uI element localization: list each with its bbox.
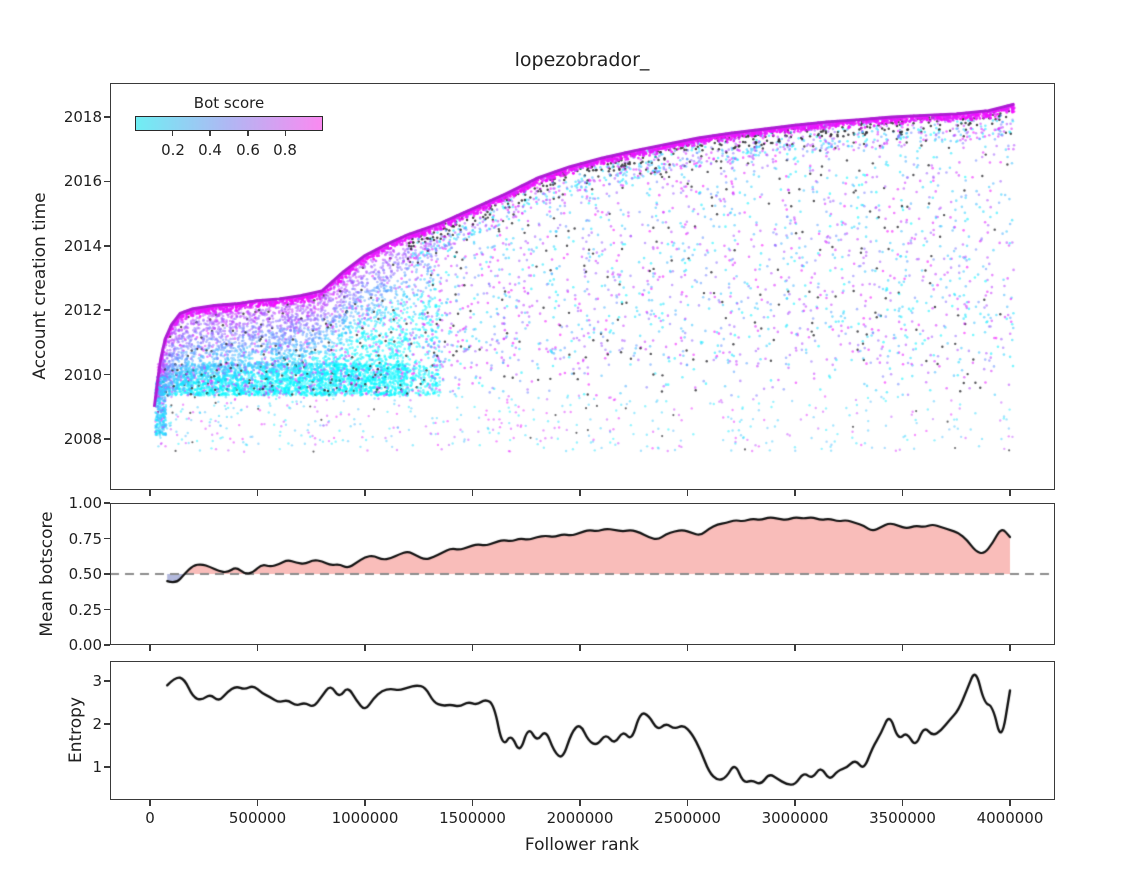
tick-mark (104, 502, 110, 504)
x-tick-label: 3000000 (761, 809, 829, 827)
tick-mark (104, 116, 110, 118)
x-tick-label: 4000000 (976, 809, 1044, 827)
y-tick-label-year: 2014 (63, 236, 102, 255)
tick-mark (247, 131, 249, 136)
tick-mark (686, 490, 689, 496)
y-tick-label-year: 2018 (63, 108, 102, 126)
tick-mark (471, 800, 474, 806)
y-tick-label-year: 2012 (63, 301, 102, 320)
tick-mark (901, 800, 904, 806)
tick-mark (104, 438, 110, 440)
colorbar-tick-label: 0.4 (198, 141, 222, 159)
y-tick-label-botscore: 0.75 (68, 529, 102, 548)
tick-mark (104, 180, 110, 183)
tick-mark (901, 490, 904, 496)
tick-mark (579, 490, 581, 496)
tick-mark (149, 800, 151, 806)
tick-mark (1009, 800, 1011, 806)
x-tick-label: 1000000 (331, 809, 399, 827)
tick-mark (686, 645, 689, 651)
tick-mark (104, 309, 110, 311)
entropy-canvas (110, 661, 1055, 800)
colorbar-tick-label: 0.8 (273, 141, 297, 159)
tick-mark (171, 131, 174, 136)
y-tick-label-year: 2008 (63, 430, 102, 448)
tick-mark (256, 800, 259, 806)
tick-mark (104, 644, 110, 646)
tick-mark (471, 490, 474, 496)
tick-mark (579, 645, 581, 651)
scatter-plot-canvas (110, 83, 1055, 490)
tick-mark (104, 766, 110, 768)
y-tick-label-year: 2010 (63, 365, 102, 384)
tick-mark (104, 680, 110, 682)
tick-mark (104, 573, 110, 575)
tick-mark (364, 800, 366, 806)
tick-mark (794, 490, 796, 496)
tick-mark (794, 645, 796, 651)
colorbar-gradient (135, 116, 323, 131)
x-tick-label: 3500000 (869, 809, 936, 827)
tick-mark (579, 800, 581, 806)
tick-mark (149, 490, 151, 496)
tick-mark (686, 800, 689, 806)
mean-botscore-canvas (110, 503, 1055, 645)
tick-mark (104, 608, 110, 611)
tick-mark (104, 537, 110, 540)
tick-mark (901, 645, 904, 651)
tick-mark (364, 645, 366, 651)
y-axis-label-mean-botscore: Mean botscore (37, 511, 57, 637)
tick-mark (256, 490, 259, 496)
tick-mark (209, 131, 211, 136)
tick-mark (1009, 490, 1011, 496)
x-tick-label: 2500000 (654, 809, 721, 827)
y-tick-label-botscore: 1.00 (68, 494, 102, 512)
x-tick-label: 1500000 (439, 809, 506, 827)
tick-mark (1009, 645, 1011, 651)
y-tick-label-year: 2016 (63, 172, 102, 191)
x-tick-label: 2000000 (546, 809, 614, 827)
x-tick-label: 0 (145, 809, 155, 827)
tick-mark (471, 645, 474, 651)
x-tick-label: 500000 (228, 809, 287, 827)
y-tick-label-botscore: 0.25 (68, 600, 102, 619)
colorbar-tick-label: 0.2 (161, 141, 185, 159)
tick-mark (256, 645, 259, 651)
y-tick-label-entropy: 1 (92, 758, 102, 776)
y-tick-label-botscore: 0.00 (68, 636, 102, 654)
colorbar-label: Bot score (193, 94, 265, 112)
tick-mark (364, 490, 366, 496)
y-tick-label-entropy: 2 (92, 715, 102, 733)
tick-mark (104, 245, 110, 247)
tick-mark (284, 131, 287, 136)
y-tick-label-entropy: 3 (92, 672, 102, 690)
colorbar-tick-label: 0.6 (236, 141, 260, 159)
tick-mark (104, 723, 110, 725)
x-axis-label-follower-rank: Follower rank (524, 835, 640, 855)
tick-mark (149, 645, 151, 651)
y-axis-label-account-creation-time: Account creation time (30, 192, 50, 380)
y-axis-label-entropy: Entropy (66, 696, 86, 764)
chart-title: lopezobrador_ (514, 49, 650, 71)
tick-mark (794, 800, 796, 806)
y-tick-label-botscore: 0.50 (68, 565, 102, 583)
tick-mark (104, 373, 110, 376)
